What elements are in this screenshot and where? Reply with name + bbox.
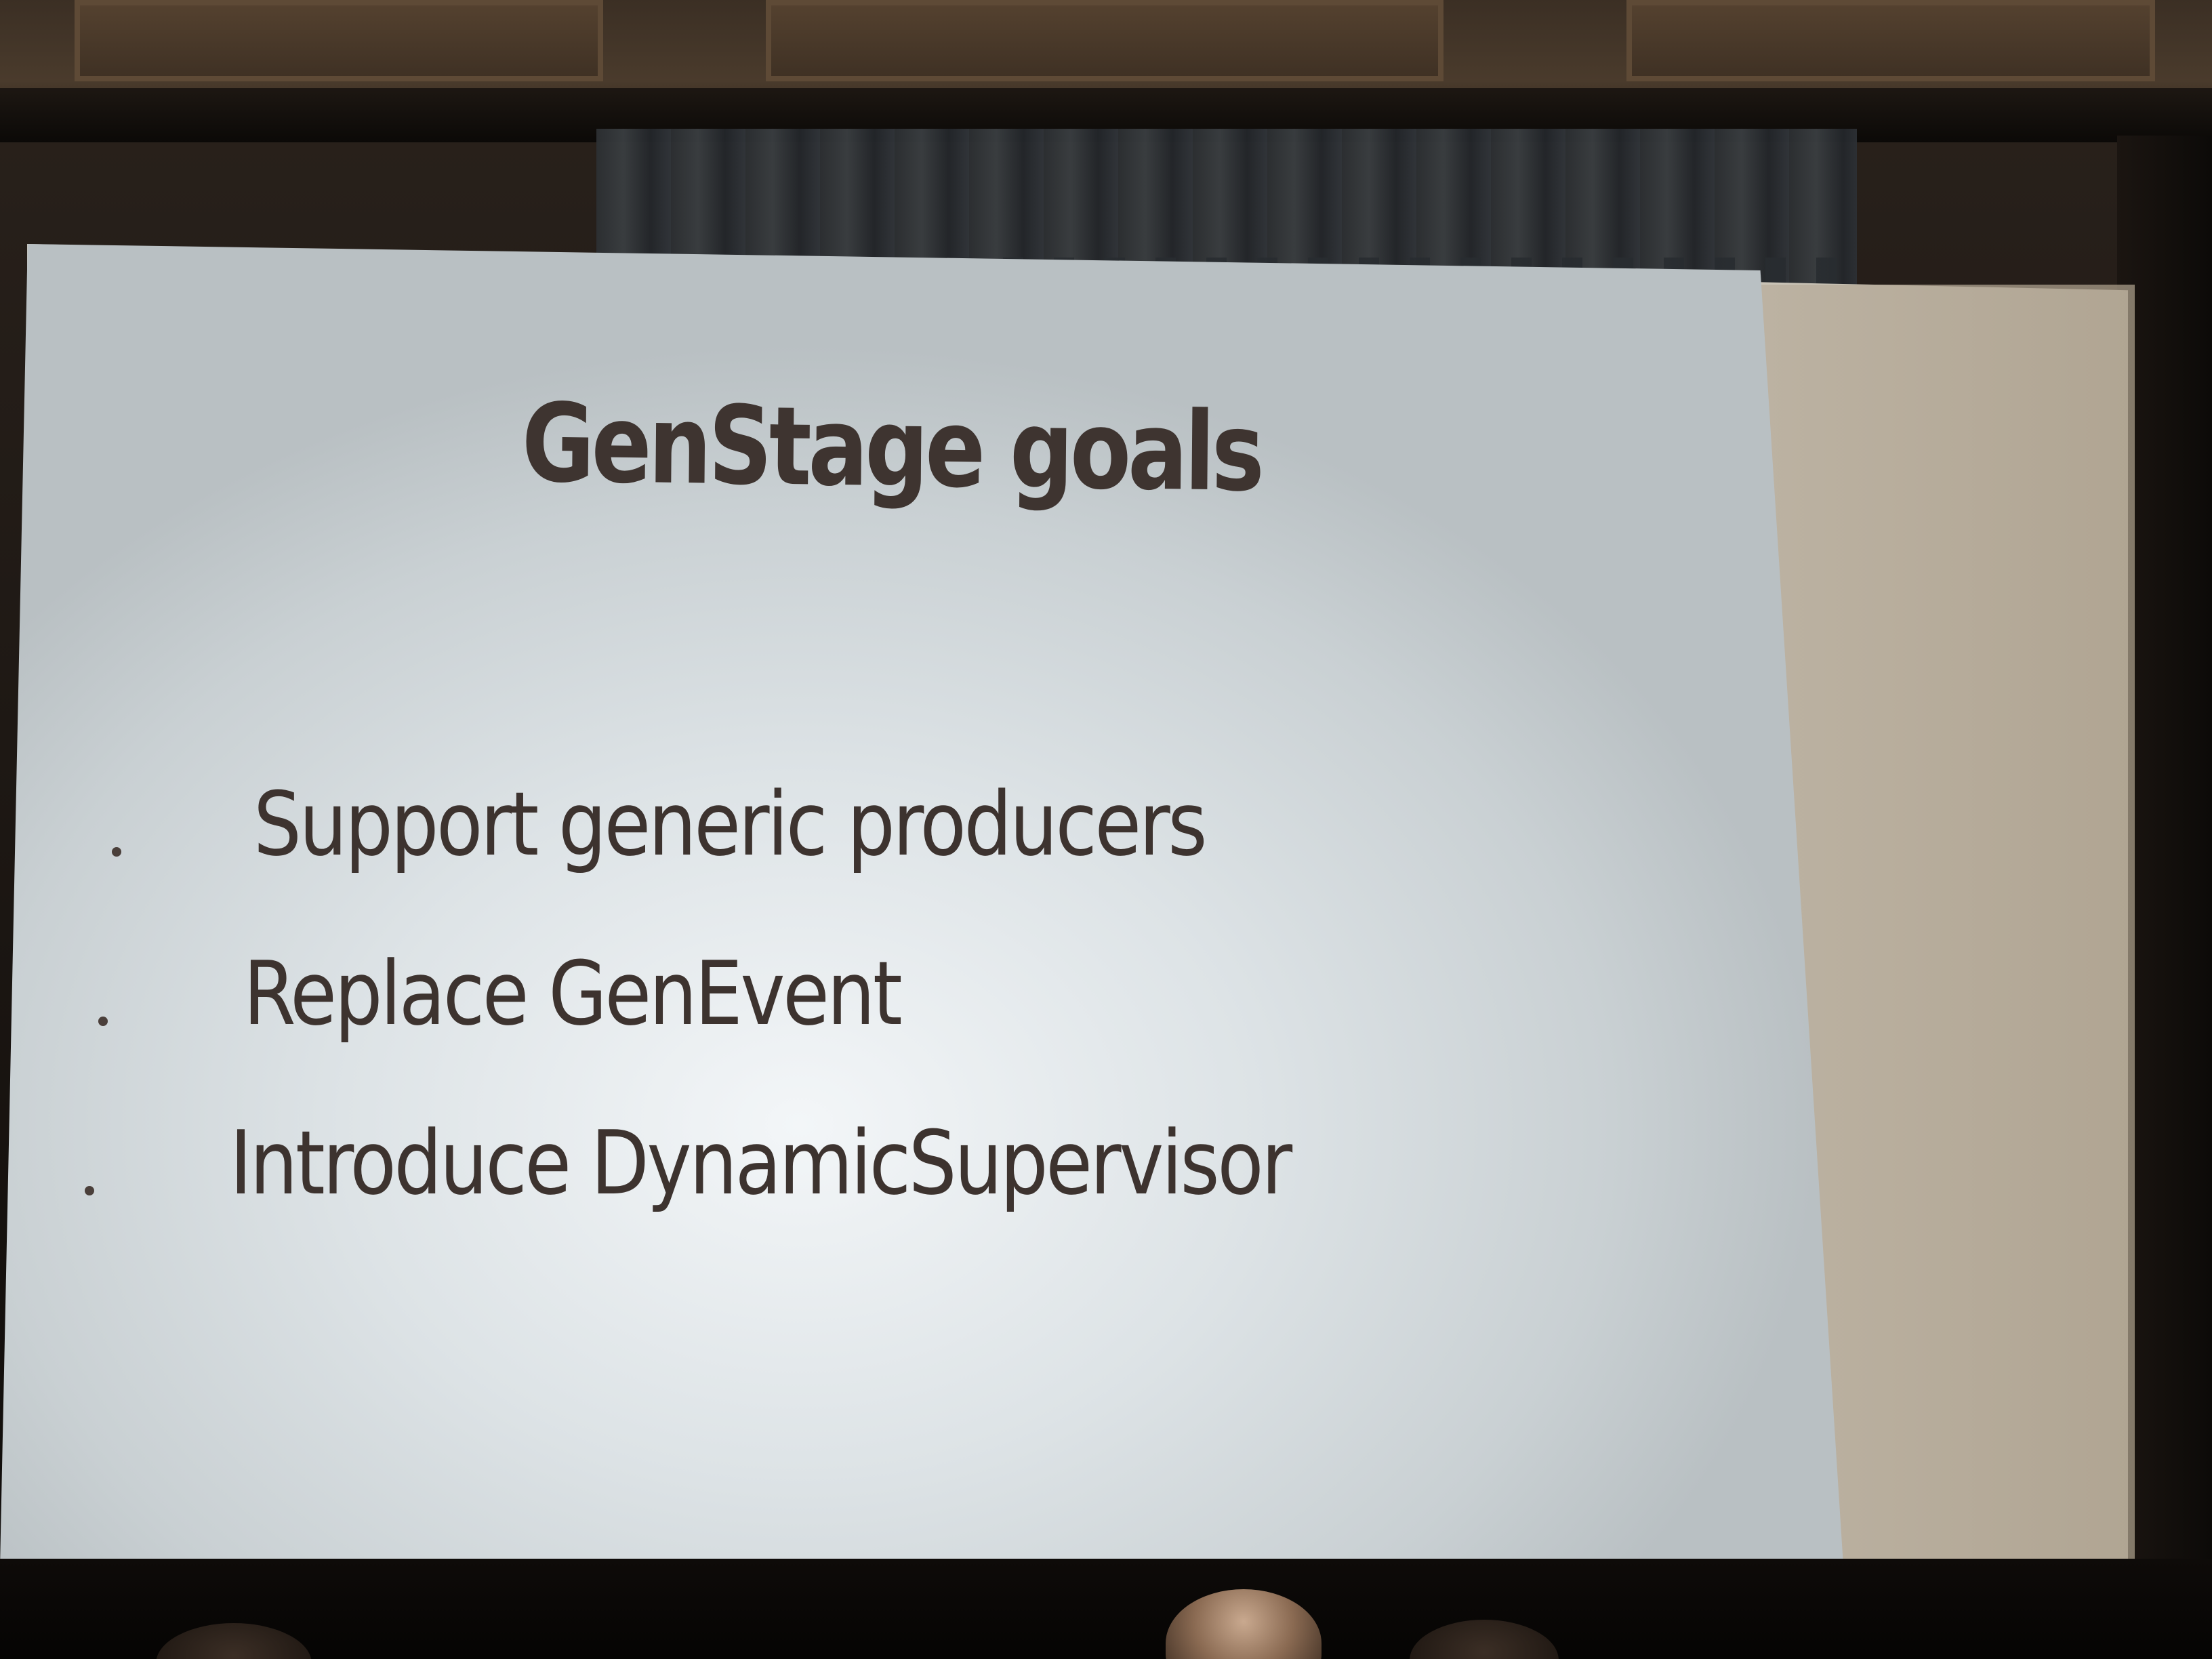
bullet-text: Support generic producers [253, 773, 1208, 876]
bullet-text: Replace GenEvent [243, 942, 903, 1045]
slide-title: GenStage goals [521, 380, 1262, 516]
audience-area [0, 1559, 2212, 1659]
bullet-icon [112, 846, 121, 857]
bullet-item: Introduce DynamicSupervisor [85, 1111, 1463, 1214]
ceiling-panel [75, 0, 603, 81]
bullet-icon [98, 1016, 108, 1026]
ceiling [0, 0, 2212, 138]
ceiling-panel [1626, 0, 2155, 81]
bullet-item: Support generic producers [112, 773, 1360, 876]
bullet-icon [85, 1185, 94, 1195]
bullet-item: Replace GenEvent [98, 942, 1007, 1045]
slide [0, 244, 1843, 1565]
bullet-text: Introduce DynamicSupervisor [230, 1111, 1292, 1214]
ceiling-panel [766, 0, 1443, 81]
